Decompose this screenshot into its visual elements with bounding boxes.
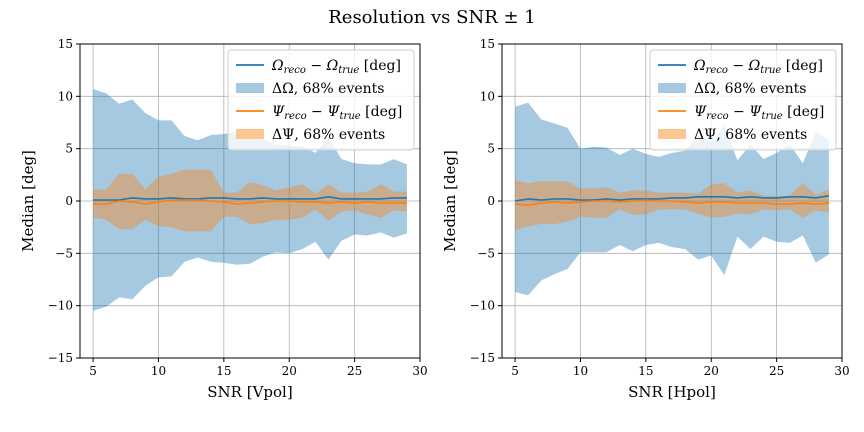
legend-label: ΔΨ, 68% events [272,127,385,143]
psi-band-area [93,169,407,232]
y-tick-label: 10 [480,89,495,103]
y-tick-label: 10 [58,89,73,103]
y-tick-label: 15 [480,37,495,51]
x-tick-label: 5 [511,364,519,378]
legend-entry-omega-band: ΔΩ, 68% events [658,81,807,97]
legend-label: ΔΩ, 68% events [694,81,807,97]
y-tick-label: 0 [65,194,73,208]
x-tick-label: 20 [282,364,297,378]
omega-median-line [93,195,407,201]
psi-band-area [515,180,829,231]
legend-box [227,49,415,151]
psi-median-line [515,199,829,207]
legend-entry-psi-median: Ψreco − Ψtrue [deg] [658,104,824,122]
legend: Ωreco − Ωtrue [deg] ΔΩ, 68% events Ψreco −… [649,49,837,151]
x-tick-label: 20 [704,364,719,378]
y-tick-label: 5 [65,142,73,156]
legend-label: ΔΩ, 68% events [272,81,385,97]
y-tick-label: −15 [48,351,73,365]
y-tick-label: 0 [487,194,495,208]
legend-patch-swatch [236,129,264,139]
panel-vpol: 5 10 15 20 25 30 −15 −10 −5 0 5 10 15 SNR [Vpol] Media… [19,37,428,401]
legend-label: Ψreco − Ψtrue [deg] [272,104,402,122]
psi-median-line [93,199,407,205]
legend-entry-omega-band: ΔΩ, 68% events [236,81,385,97]
legend-patch-swatch [658,83,686,93]
omega-band-area [515,102,829,296]
legend-patch-swatch [236,83,264,93]
y-axis-label: Median [deg] [441,150,459,252]
x-tick-label: 25 [769,364,784,378]
y-tick-label: 5 [487,142,495,156]
x-axis-label: SNR [Hpol] [628,383,716,401]
y-tick-label: −10 [48,299,73,313]
legend-entry-psi-band: ΔΨ, 68% events [236,127,385,143]
y-axis-label: Median [deg] [19,150,37,252]
legend: Ωreco − Ωtrue [deg] ΔΩ, 68% events Ψreco −… [227,49,415,151]
y-tick-label: −15 [470,351,495,365]
y-tick-label: 15 [58,37,73,51]
legend-entry-omega-median: Ωreco − Ωtrue [deg] [658,58,823,76]
legend-entry-omega-median: Ωreco − Ωtrue [deg] [236,58,401,76]
x-tick-label: 25 [347,364,362,378]
legend-entry-psi-median: Ψreco − Ψtrue [deg] [236,104,402,122]
legend-label: ΔΨ, 68% events [694,127,807,143]
legend-patch-swatch [658,129,686,139]
panel-hpol: 5 10 15 20 25 30 −15 −10 −5 0 5 10 15 SNR [Hpol] Media… [441,37,850,401]
x-tick-label: 10 [151,364,166,378]
y-tick-label: −5 [477,246,495,260]
x-tick-label: 15 [638,364,653,378]
legend-box [649,49,837,151]
omega-median-line [514,195,830,202]
x-tick-label: 5 [89,364,97,378]
y-tick-label: −10 [470,299,495,313]
x-tick-label: 15 [216,364,231,378]
x-tick-label: 30 [412,364,427,378]
x-axis-label: SNR [Vpol] [207,383,292,401]
x-tick-label: 10 [573,364,588,378]
legend-entry-psi-band: ΔΨ, 68% events [658,127,807,143]
y-tick-label: −5 [55,246,73,260]
legend-label: Ψreco − Ψtrue [deg] [694,104,824,122]
legend-label: Ωreco − Ωtrue [deg] [271,58,401,76]
x-tick-label: 30 [834,364,849,378]
figure-title: Resolution vs SNR ± 1 [328,7,536,28]
legend-label: Ωreco − Ωtrue [deg] [693,58,823,76]
